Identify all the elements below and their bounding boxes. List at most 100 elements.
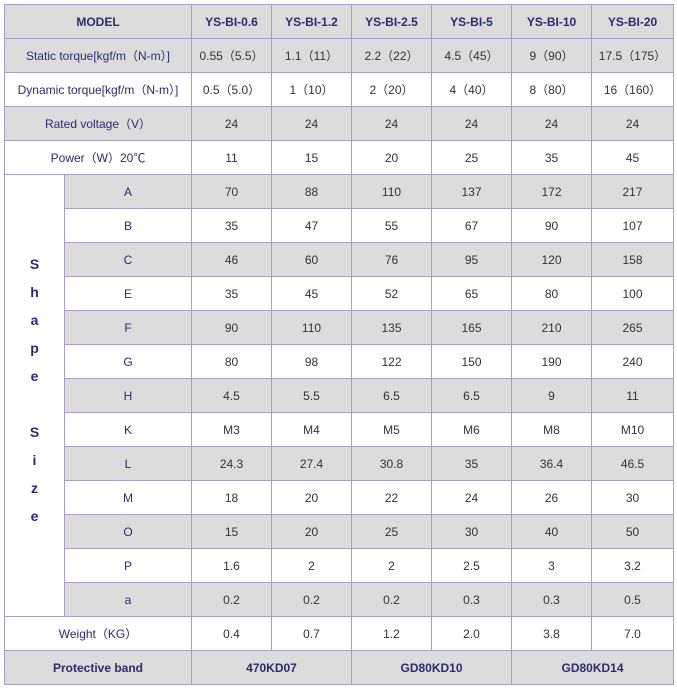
cell: 20 — [272, 515, 352, 549]
cell: 25 — [432, 141, 512, 175]
cell: 5.5 — [272, 379, 352, 413]
model-col: YS-BI-10 — [512, 5, 592, 39]
cell: 9 — [512, 379, 592, 413]
cell: 30 — [432, 515, 512, 549]
cell: 470KD07 — [192, 651, 352, 685]
cell: 11 — [592, 379, 674, 413]
shape-row-L: L 24.3 27.4 30.8 35 36.4 46.5 — [5, 447, 674, 481]
cell: 22 — [352, 481, 432, 515]
shape-row-K: K M3 M4 M5 M6 M8 M10 — [5, 413, 674, 447]
cell: 0.3 — [432, 583, 512, 617]
shape-row-a: a 0.2 0.2 0.2 0.3 0.3 0.5 — [5, 583, 674, 617]
cell: 0.2 — [352, 583, 432, 617]
cell: 24.3 — [192, 447, 272, 481]
cell: 26 — [512, 481, 592, 515]
cell: 0.3 — [512, 583, 592, 617]
cell: 2.2（22） — [352, 39, 432, 73]
cell: 110 — [352, 175, 432, 209]
cell: 24 — [192, 107, 272, 141]
shape-row-F: F 90 110 135 165 210 265 — [5, 311, 674, 345]
cell: M10 — [592, 413, 674, 447]
shape-row-C: C 46 60 76 95 120 158 — [5, 243, 674, 277]
shape-key: E — [65, 277, 192, 311]
shape-row-E: E 35 45 52 65 80 100 — [5, 277, 674, 311]
cell: 6.5 — [352, 379, 432, 413]
cell: 11 — [192, 141, 272, 175]
cell: GD80KD14 — [512, 651, 674, 685]
cell: 3.2 — [592, 549, 674, 583]
cell: 35 — [192, 277, 272, 311]
cell: 30 — [592, 481, 674, 515]
cell: M3 — [192, 413, 272, 447]
cell: 110 — [272, 311, 352, 345]
model-col: YS-BI-20 — [592, 5, 674, 39]
cell: 1.1（11） — [272, 39, 352, 73]
shape-key: A — [65, 175, 192, 209]
row-label: Protective band — [5, 651, 192, 685]
shape-row-B: B 35 47 55 67 90 107 — [5, 209, 674, 243]
cell: 190 — [512, 345, 592, 379]
header-row: MODEL YS-BI-0.6 YS-BI-1.2 YS-BI-2.5 YS-B… — [5, 5, 674, 39]
model-col: YS-BI-2.5 — [352, 5, 432, 39]
cell: 265 — [592, 311, 674, 345]
cell: 0.4 — [192, 617, 272, 651]
shape-key: P — [65, 549, 192, 583]
cell: 20 — [352, 141, 432, 175]
cell: 2（20） — [352, 73, 432, 107]
cell: 2.5 — [432, 549, 512, 583]
cell: 100 — [592, 277, 674, 311]
cell: 16（160） — [592, 73, 674, 107]
cell: 150 — [432, 345, 512, 379]
cell: 35 — [512, 141, 592, 175]
cell: 6.5 — [432, 379, 512, 413]
shape-key: F — [65, 311, 192, 345]
row-label: Dynamic torque[kgf/m（N-m）] — [5, 73, 192, 107]
cell: 35 — [192, 209, 272, 243]
model-header: MODEL — [5, 5, 192, 39]
cell: 1.2 — [352, 617, 432, 651]
cell: 52 — [352, 277, 432, 311]
cell: 95 — [432, 243, 512, 277]
cell: 98 — [272, 345, 352, 379]
cell: 3.8 — [512, 617, 592, 651]
cell: 45 — [272, 277, 352, 311]
cell: 172 — [512, 175, 592, 209]
shape-row-O: O 15 20 25 30 40 50 — [5, 515, 674, 549]
cell: 18 — [192, 481, 272, 515]
cell: GD80KD10 — [352, 651, 512, 685]
shape-row-G: G 80 98 122 150 190 240 — [5, 345, 674, 379]
cell: 120 — [512, 243, 592, 277]
shape-key: a — [65, 583, 192, 617]
cell: 25 — [352, 515, 432, 549]
cell: 9（90） — [512, 39, 592, 73]
dynamic-torque-row: Dynamic torque[kgf/m（N-m）] 0.5（5.0） 1（10… — [5, 73, 674, 107]
cell: 0.5（5.0） — [192, 73, 272, 107]
row-label: Static torque[kgf/m（N-m）] — [5, 39, 192, 73]
cell: 30.8 — [352, 447, 432, 481]
shape-key: B — [65, 209, 192, 243]
shape-row-A: Shape Size A 70 88 110 137 172 217 — [5, 175, 674, 209]
cell: 90 — [192, 311, 272, 345]
cell: 2 — [272, 549, 352, 583]
cell: 76 — [352, 243, 432, 277]
cell: 17.5（175） — [592, 39, 674, 73]
cell: 20 — [272, 481, 352, 515]
cell: 40 — [512, 515, 592, 549]
cell: 7.0 — [592, 617, 674, 651]
cell: 122 — [352, 345, 432, 379]
cell: 36.4 — [512, 447, 592, 481]
cell: 46 — [192, 243, 272, 277]
cell: 165 — [432, 311, 512, 345]
cell: M4 — [272, 413, 352, 447]
cell: 2 — [352, 549, 432, 583]
cell: 60 — [272, 243, 352, 277]
cell: 217 — [592, 175, 674, 209]
cell: 137 — [432, 175, 512, 209]
cell: 46.5 — [592, 447, 674, 481]
cell: 4.5（45） — [432, 39, 512, 73]
cell: 3 — [512, 549, 592, 583]
cell: 8（80） — [512, 73, 592, 107]
shape-row-P: P 1.6 2 2 2.5 3 3.2 — [5, 549, 674, 583]
cell: 107 — [592, 209, 674, 243]
model-col: YS-BI-5 — [432, 5, 512, 39]
